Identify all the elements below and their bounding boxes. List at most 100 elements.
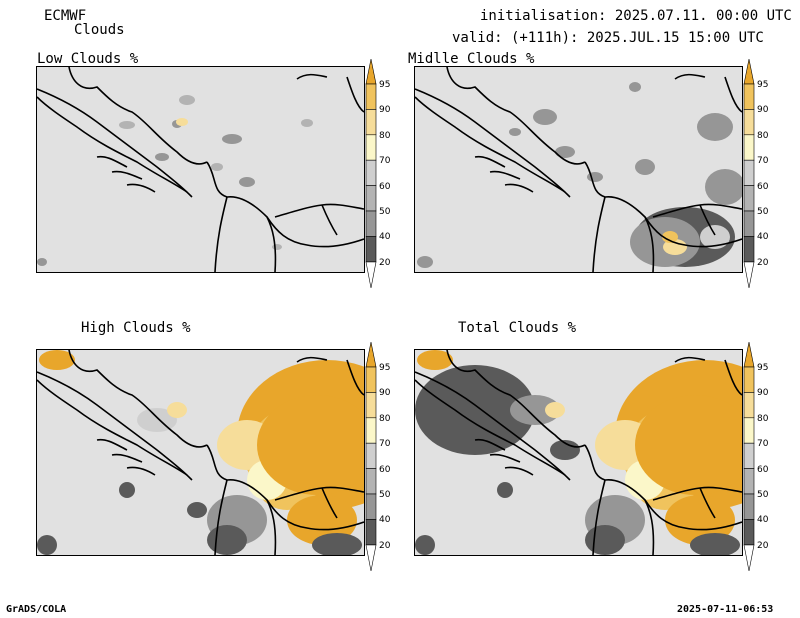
- colorbar-tick-label: 60: [379, 464, 391, 475]
- cloud-patch: [662, 231, 678, 243]
- border-line: [346, 76, 364, 113]
- border-line: [489, 453, 521, 463]
- colorbar-bottom-arrow: [743, 261, 755, 289]
- map-high-clouds: [36, 349, 365, 556]
- colorbar-high: 95 90 80 70 60 50 40 20: [365, 341, 401, 577]
- border-line: [474, 155, 506, 168]
- colorbar-segment: [743, 493, 755, 520]
- colorbar-tick-label: 20: [379, 540, 391, 551]
- cloud-patch: [37, 535, 57, 555]
- colorbar-tick-label: 80: [379, 413, 391, 424]
- cloud-patch: [312, 533, 362, 555]
- colorbar-tick-label: 50: [379, 490, 391, 500]
- colorbar-tick-label: 50: [379, 207, 391, 217]
- init-time: initialisation: 2025.07.11. 00:00 UTC: [480, 8, 792, 24]
- colorbar-segment: [743, 366, 755, 393]
- colorbar-top-arrow: [743, 58, 755, 85]
- cloud-patch: [533, 109, 557, 125]
- border-line: [592, 479, 606, 555]
- colorbar-segment: [365, 210, 377, 237]
- border-line: [111, 170, 143, 180]
- colorbar-segment: [365, 185, 377, 212]
- colorbar-bottom-arrow: [365, 261, 377, 289]
- cloud-patch: [415, 365, 535, 455]
- border-line: [674, 356, 706, 363]
- colorbar-tick-label: 90: [757, 388, 769, 399]
- cloud-fields-total: [415, 350, 742, 555]
- cloud-patch: [257, 395, 364, 495]
- colorbar-tick-label: 50: [757, 207, 769, 217]
- colorbar-tick-label: 80: [757, 413, 769, 424]
- border-line: [111, 453, 143, 463]
- cloud-patch: [550, 440, 580, 460]
- colorbar-segment: [365, 519, 377, 546]
- cloud-patch: [635, 395, 742, 495]
- cloud-patch: [587, 172, 603, 182]
- cloud-patch: [697, 113, 733, 141]
- colorbar-svg: [743, 58, 755, 289]
- colorbar-tick-label: 60: [757, 181, 769, 192]
- border-line: [37, 96, 188, 193]
- cloud-patch: [635, 159, 655, 175]
- border-line: [724, 76, 742, 113]
- colorbar-tick-label: 95: [379, 80, 391, 90]
- border-line: [644, 216, 742, 248]
- border-line: [415, 88, 571, 198]
- cloud-patch: [555, 146, 575, 158]
- colorbar-tick-label: 60: [379, 181, 391, 192]
- border-line: [584, 161, 655, 272]
- colorbar-top-arrow: [365, 58, 377, 85]
- cloud-patch: [510, 395, 560, 425]
- border-line: [415, 96, 566, 193]
- border-line: [699, 487, 716, 519]
- map-middle-clouds: [414, 66, 743, 273]
- colorbar-segment: [365, 417, 377, 444]
- colorbar-tick-label: 20: [757, 540, 769, 551]
- cloud-patch: [497, 482, 513, 498]
- map-middle-svg: [415, 67, 742, 272]
- colorbar-segment: [365, 134, 377, 161]
- colorbar-segment: [743, 468, 755, 495]
- colorbar-segment: [365, 109, 377, 136]
- border-line: [96, 438, 128, 451]
- colorbar-segment: [743, 134, 755, 161]
- border-line: [37, 371, 193, 481]
- cloud-fields-middle: [417, 82, 742, 268]
- border-line: [415, 371, 571, 481]
- border-line: [274, 203, 364, 218]
- border-line: [504, 183, 534, 193]
- border-line: [592, 196, 606, 272]
- borders-total: [415, 350, 742, 555]
- border-line: [68, 67, 208, 165]
- borders-high: [37, 350, 364, 555]
- border-line: [96, 155, 128, 168]
- cloud-patch: [417, 256, 433, 268]
- border-line: [674, 73, 706, 80]
- colorbar-tick-label: 20: [379, 257, 391, 268]
- colorbar-segment: [743, 519, 755, 546]
- cloud-patch: [665, 495, 735, 545]
- footer-software: GrADS/COLA: [6, 604, 67, 615]
- cloud-patch: [663, 239, 687, 255]
- cloud-patch: [287, 495, 357, 545]
- border-line: [724, 359, 742, 396]
- border-line: [321, 204, 338, 236]
- borders-middle: [415, 67, 742, 272]
- border-line: [296, 356, 328, 363]
- cloud-patch: [176, 118, 188, 126]
- border-line: [68, 350, 208, 448]
- border-line: [296, 73, 328, 80]
- colorbar-tick-label: 40: [757, 515, 769, 526]
- cloud-fields-high: [37, 350, 364, 555]
- map-total-clouds: [414, 349, 743, 556]
- colorbar-tick-label: 60: [757, 464, 769, 475]
- product-name: Clouds: [74, 22, 125, 38]
- cloud-patch: [119, 121, 135, 129]
- border-line: [415, 379, 566, 476]
- colorbar-tick-label: 80: [757, 130, 769, 141]
- colorbar-svg: [365, 341, 377, 572]
- colorbar-segment: [743, 210, 755, 237]
- border-line: [504, 466, 534, 476]
- colorbar-tick-label: 90: [757, 105, 769, 116]
- colorbar-segment: [743, 109, 755, 136]
